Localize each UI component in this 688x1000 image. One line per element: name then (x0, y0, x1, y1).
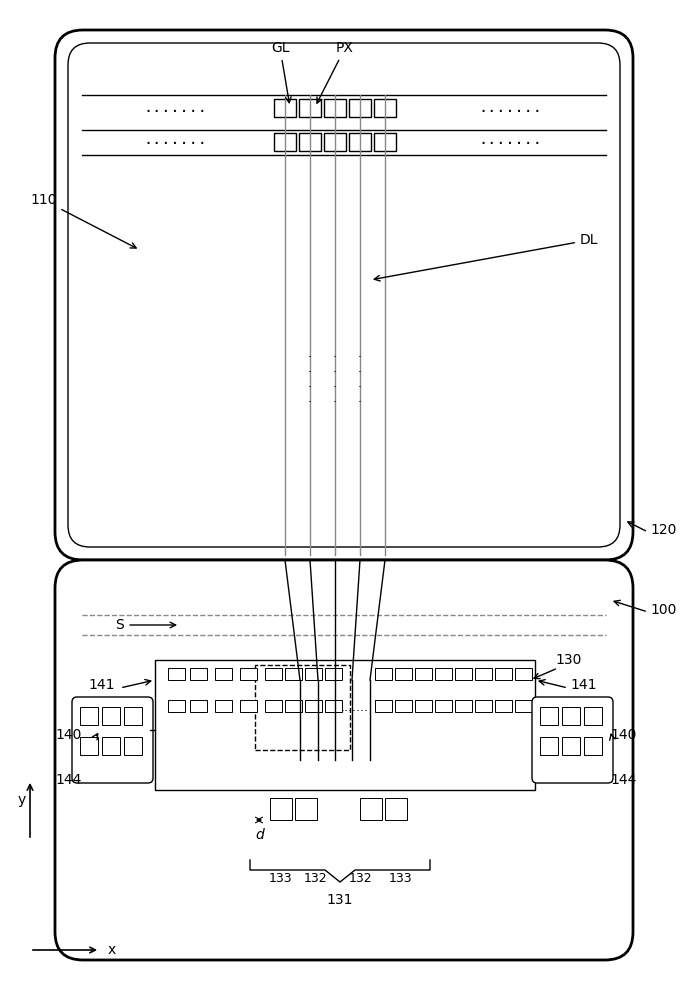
Bar (374, 99, 396, 117)
Bar (540, 737, 558, 755)
Bar (124, 737, 142, 755)
Bar (80, 707, 98, 725)
Bar (190, 700, 207, 712)
Bar (102, 737, 120, 755)
FancyBboxPatch shape (55, 560, 633, 960)
Bar (495, 700, 512, 712)
Bar (374, 133, 396, 151)
Bar (124, 707, 142, 725)
Text: 133: 133 (268, 871, 292, 884)
Text: ·
·
·
·: · · · · (308, 351, 312, 409)
Bar (349, 133, 371, 151)
Text: 141: 141 (570, 678, 596, 692)
Bar (515, 700, 532, 712)
Text: GL: GL (271, 41, 291, 103)
Bar (155, 660, 535, 790)
Text: 130: 130 (555, 653, 581, 667)
Bar (495, 668, 512, 680)
Bar (415, 668, 432, 680)
Text: 140: 140 (56, 728, 82, 742)
Bar (584, 737, 602, 755)
Bar (325, 668, 342, 680)
Bar (299, 99, 321, 117)
Text: ·······: ······· (143, 104, 207, 119)
Bar (215, 700, 232, 712)
Bar (285, 700, 302, 712)
Text: 133: 133 (388, 871, 412, 884)
Bar (270, 798, 292, 820)
Bar (395, 700, 412, 712)
Bar (455, 700, 472, 712)
Text: 132: 132 (348, 871, 372, 884)
Text: y: y (18, 793, 26, 807)
Text: ·
·
·
·: · · · · (333, 351, 337, 409)
Bar (168, 700, 185, 712)
Bar (80, 737, 98, 755)
Text: ·······: ······· (478, 104, 542, 119)
Text: PX: PX (317, 41, 354, 103)
Bar (562, 707, 580, 725)
Bar (215, 668, 232, 680)
Bar (562, 737, 580, 755)
Text: d: d (256, 828, 264, 842)
Bar (299, 133, 321, 151)
Bar (305, 668, 322, 680)
Text: 144: 144 (610, 773, 636, 787)
Text: ·
·
·
·: · · · · (358, 351, 362, 409)
Text: S: S (116, 618, 175, 632)
Bar (265, 700, 282, 712)
Text: ·······: ······· (341, 706, 369, 718)
Bar (324, 99, 346, 117)
FancyBboxPatch shape (72, 697, 153, 783)
Bar (515, 668, 532, 680)
Bar (540, 707, 558, 725)
Bar (255, 665, 350, 750)
Bar (455, 668, 472, 680)
Bar (240, 668, 257, 680)
Bar (349, 99, 371, 117)
Bar (274, 99, 296, 117)
Text: DL: DL (374, 233, 599, 281)
Text: 132: 132 (303, 871, 327, 884)
Text: 144: 144 (56, 773, 82, 787)
Bar (285, 668, 302, 680)
Bar (415, 700, 432, 712)
Bar (265, 668, 282, 680)
Bar (360, 798, 382, 820)
Bar (435, 700, 452, 712)
Text: ·······: ······· (143, 135, 207, 150)
Bar (102, 707, 120, 725)
FancyBboxPatch shape (532, 697, 613, 783)
Text: ·······: ······· (478, 135, 542, 150)
Bar (435, 668, 452, 680)
Text: 100: 100 (650, 603, 676, 617)
Text: 120: 120 (650, 523, 676, 537)
Text: 131: 131 (327, 893, 353, 907)
Bar (584, 707, 602, 725)
Bar (168, 668, 185, 680)
Bar (305, 700, 322, 712)
Bar (295, 798, 317, 820)
Bar (395, 668, 412, 680)
Bar (475, 668, 492, 680)
Bar (375, 668, 392, 680)
FancyBboxPatch shape (55, 30, 633, 560)
Text: 140: 140 (610, 728, 636, 742)
Text: 110: 110 (30, 193, 136, 248)
Bar (190, 668, 207, 680)
Bar (324, 133, 346, 151)
Bar (375, 700, 392, 712)
Bar (385, 798, 407, 820)
Bar (475, 700, 492, 712)
Bar (240, 700, 257, 712)
Bar (274, 133, 296, 151)
Text: x: x (108, 943, 116, 957)
Bar (325, 700, 342, 712)
Text: 141: 141 (88, 678, 114, 692)
